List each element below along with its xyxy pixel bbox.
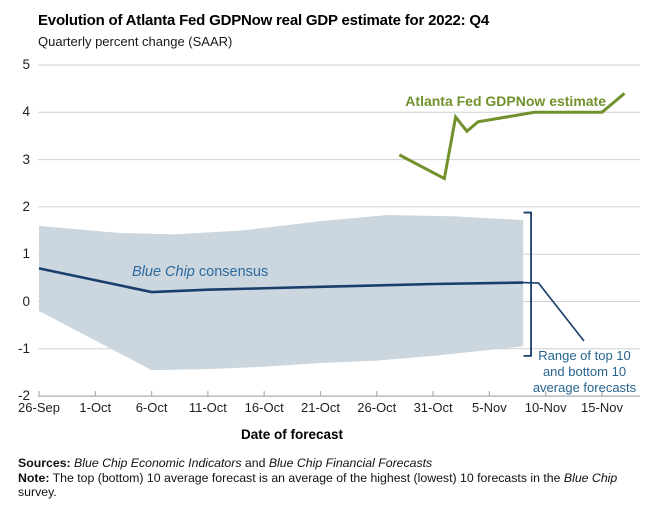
x-tick-label: 31-Oct bbox=[413, 400, 453, 415]
note-label: Note: bbox=[18, 471, 50, 485]
range-annotation-line2: and bottom 10 bbox=[542, 364, 627, 379]
x-tick-label: 10-Nov bbox=[524, 400, 567, 415]
forecast-range-band bbox=[39, 214, 524, 371]
y-tick-label: 2 bbox=[22, 198, 30, 214]
annotation-leader-line bbox=[523, 281, 585, 342]
x-axis-title: Date of forecast bbox=[240, 427, 344, 442]
y-tick-label: -2 bbox=[17, 388, 30, 404]
range-annotation-line3: average forecasts bbox=[532, 380, 637, 395]
y-tick-label: -1 bbox=[17, 340, 30, 356]
x-tick-label: 15-Nov bbox=[581, 400, 623, 415]
consensus-line bbox=[38, 267, 524, 294]
y-tick-label: 0 bbox=[22, 293, 30, 309]
note-body: The top (bottom) 10 average forecast is … bbox=[49, 471, 564, 485]
gdpnow-series-label: Atlanta Fed GDPNow estimate bbox=[405, 93, 606, 109]
sources-line: Sources: Blue Chip Economic Indicators a… bbox=[18, 456, 432, 470]
y-tick-label: 5 bbox=[22, 57, 30, 72]
x-tick-label: 11-Oct bbox=[188, 400, 227, 415]
x-tick-label: 21-Oct bbox=[300, 400, 340, 415]
x-tick-label: 1-Oct bbox=[79, 400, 112, 415]
note-tail: survey. bbox=[18, 471, 621, 499]
note-italic: Blue Chip bbox=[563, 471, 618, 485]
gdpnow-line bbox=[398, 92, 626, 181]
y-tick-label: 3 bbox=[22, 151, 30, 167]
y-tick-label: 1 bbox=[22, 246, 30, 262]
consensus-series-label: Blue Chip consensus bbox=[132, 264, 268, 280]
sources-publication-2: Blue Chip Financial Forecasts bbox=[268, 456, 433, 470]
chart-title: Evolution of Atlanta Fed GDPNow real GDP… bbox=[38, 12, 490, 29]
x-tick-label: 26-Sep bbox=[18, 400, 60, 415]
chart-subtitle: Quarterly percent change (SAAR) bbox=[38, 34, 233, 49]
sources-label: Sources: bbox=[18, 456, 71, 470]
x-tick-label: 6-Oct bbox=[135, 400, 168, 415]
range-annotation: Range of top 10 and bottom 10 average fo… bbox=[527, 348, 642, 396]
sources-conjunction: and bbox=[241, 456, 269, 470]
x-tick-label: 26-Oct bbox=[357, 400, 397, 415]
note-line: Note: The top (bottom) 10 average foreca… bbox=[18, 471, 650, 499]
sources-publication-1: Blue Chip Economic Indicators bbox=[70, 456, 242, 470]
consensus-label-italic: Blue Chip bbox=[132, 264, 195, 280]
y-tick-label: 4 bbox=[22, 104, 30, 120]
x-tick-label: 5-Nov bbox=[472, 400, 507, 415]
range-annotation-line1: Range of top 10 bbox=[538, 348, 631, 363]
range-bracket bbox=[523, 211, 532, 357]
consensus-label-rest: consensus bbox=[194, 264, 269, 280]
x-tick-label: 16-Oct bbox=[244, 400, 284, 415]
